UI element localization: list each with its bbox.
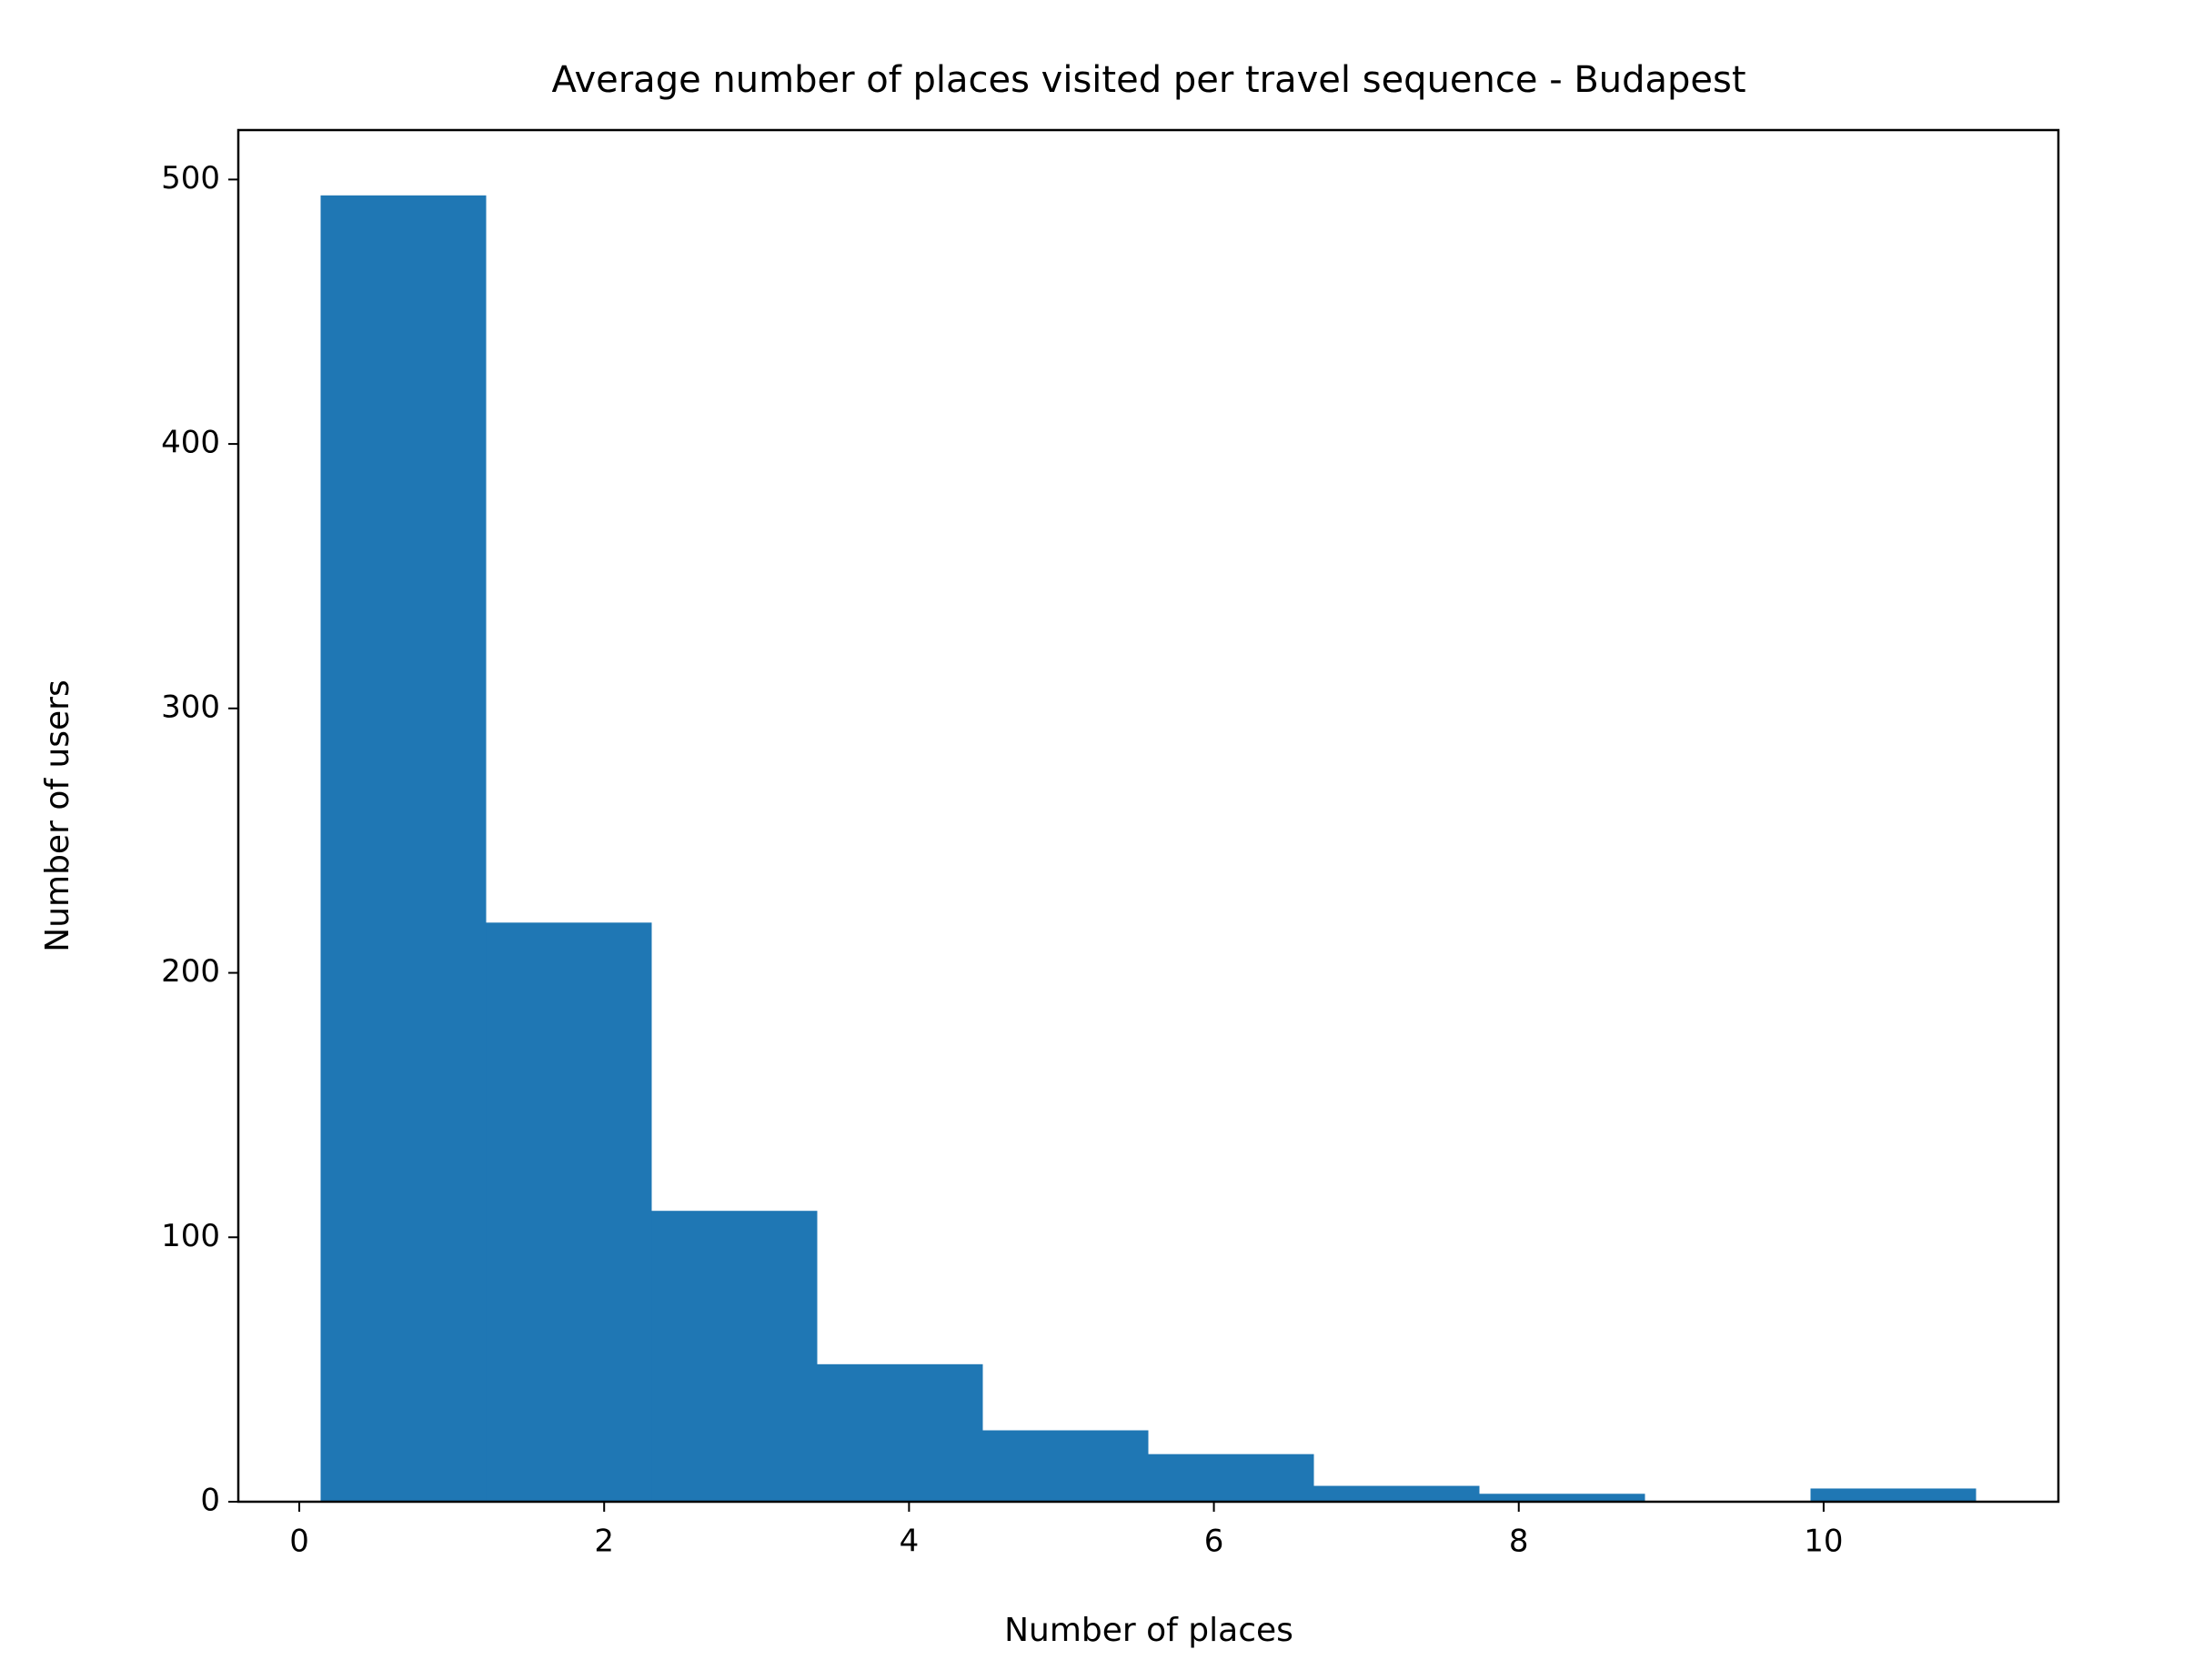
y-tick-label: 100 [161,1218,220,1254]
x-tick-label: 4 [900,1524,920,1560]
y-tick-label: 0 [200,1483,220,1519]
bar [320,195,487,1502]
bar [486,922,652,1502]
chart-title: Average number of places visited per tra… [551,59,1745,101]
x-tick-label: 10 [1804,1524,1843,1560]
x-axis-label: Number of places [1004,1612,1293,1649]
bar [651,1211,818,1502]
bar [1313,1485,1480,1502]
y-tick-label: 200 [161,953,220,990]
plot-frame [236,128,2060,1504]
y-tick-label: 300 [161,689,220,725]
x-tick-label: 6 [1204,1524,1224,1560]
x-tick-label: 0 [289,1524,309,1560]
bar [1479,1494,1645,1502]
y-axis-label: Number of users [39,679,76,951]
y-tick-label: 500 [161,160,220,196]
y-tick-label: 400 [161,425,220,461]
bar [817,1363,983,1502]
x-tick-label: 2 [594,1524,614,1560]
bar [1148,1454,1314,1502]
bar [1810,1488,1977,1502]
bar [982,1430,1149,1502]
x-tick-label: 8 [1509,1524,1529,1560]
